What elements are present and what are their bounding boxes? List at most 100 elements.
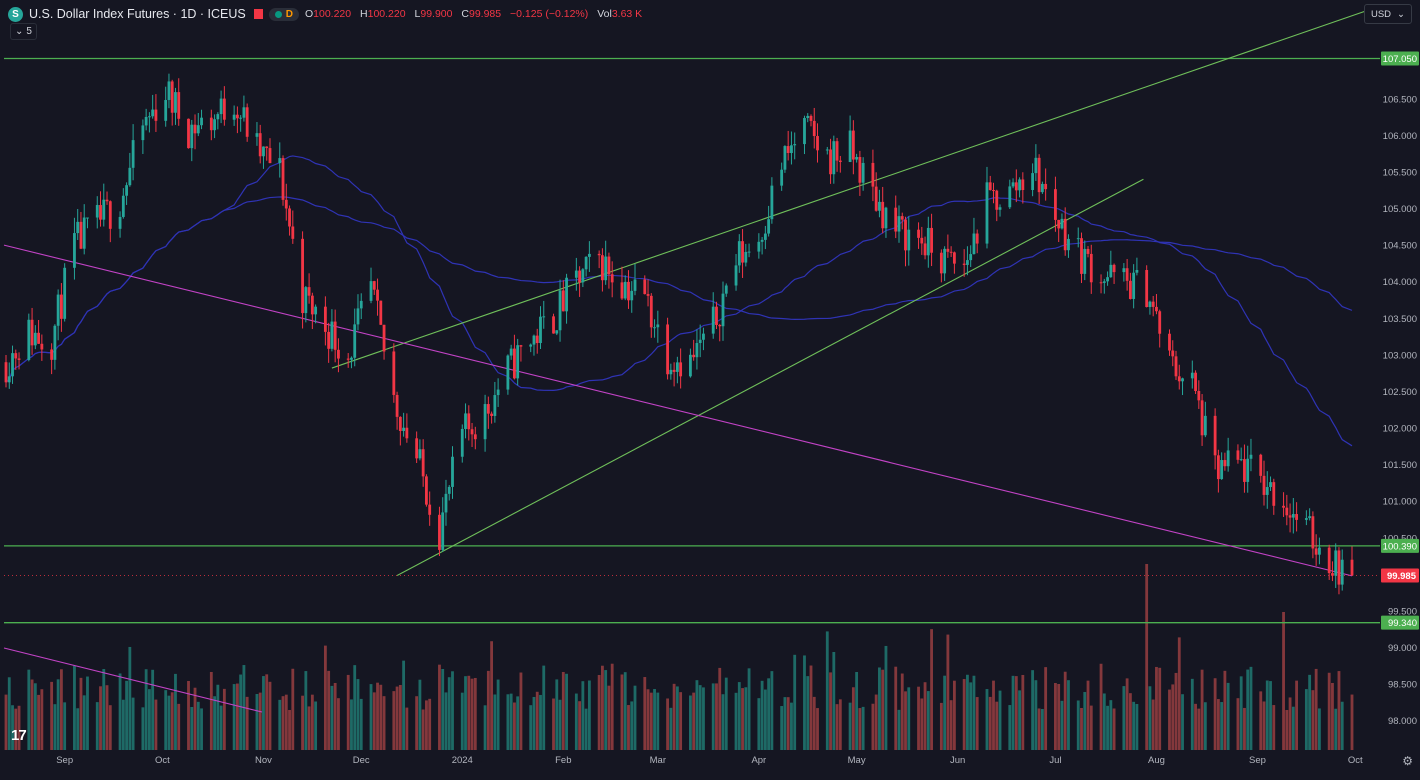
volume-bar	[1197, 708, 1201, 750]
indicators-toggle[interactable]: ⌄ 5	[10, 23, 37, 40]
candle-body	[574, 270, 578, 278]
volume-bar	[125, 680, 128, 750]
price-tick-label: 103.000	[1383, 350, 1417, 361]
candle-body	[816, 136, 819, 151]
candle-body	[897, 216, 901, 232]
candle-body	[196, 125, 200, 134]
candle-body	[1112, 264, 1116, 273]
volume-bar	[900, 673, 904, 750]
candle-body	[825, 149, 829, 151]
volume-bar	[653, 689, 656, 750]
symbol-icon[interactable]: S	[8, 6, 23, 22]
volume-bar	[542, 665, 546, 750]
volume-bar	[359, 698, 363, 750]
volume-bar	[529, 705, 533, 750]
candle-body	[7, 376, 11, 383]
candle-body	[167, 81, 171, 100]
time-tick-label: Apr	[751, 755, 766, 766]
volume-bar	[1034, 680, 1038, 750]
volume-bar	[803, 655, 806, 750]
volume-bar	[379, 684, 383, 750]
volume-bar	[278, 699, 282, 750]
volume-bar	[1239, 676, 1243, 750]
candle-body	[438, 514, 441, 550]
volume-bar	[307, 706, 311, 750]
volume-bar	[532, 696, 536, 750]
volume-trendline	[3, 647, 263, 713]
volume-bar	[63, 702, 67, 750]
candle-body	[669, 369, 673, 375]
volume-bar	[1314, 668, 1318, 750]
drawings[interactable]	[3, 0, 1398, 713]
candle-body	[688, 354, 692, 377]
market-status[interactable]: D	[268, 7, 299, 21]
volume-bar	[1291, 706, 1295, 750]
moving-averages	[5, 155, 1353, 447]
volume-bar	[688, 695, 692, 750]
volume-bar	[721, 694, 725, 750]
time-axis-background	[0, 750, 1380, 775]
volume-bar	[897, 709, 901, 750]
candle-body	[307, 287, 311, 296]
volume-bar	[917, 686, 920, 750]
candle-body	[633, 279, 637, 291]
volume-bar	[376, 682, 379, 750]
candle-body	[372, 281, 376, 290]
volume-bar	[1112, 708, 1116, 750]
candle-body	[1083, 248, 1087, 274]
candle-body	[310, 295, 314, 315]
symbol-title[interactable]: U.S. Dollar Index Futures · 1D · ICEUS	[29, 7, 246, 21]
last-price-label: 99.985	[1387, 571, 1417, 582]
candle-body	[353, 324, 357, 358]
volume-bar	[337, 698, 340, 750]
candle-body	[1295, 514, 1299, 520]
volume-bar	[177, 703, 181, 750]
candle-body	[832, 141, 836, 175]
candle-body	[33, 332, 37, 346]
candle-body	[812, 120, 816, 137]
volume-bar	[884, 645, 888, 750]
flag-icon[interactable]	[253, 9, 263, 19]
tradingview-logo-icon[interactable]: 17	[11, 727, 27, 744]
candle-body	[894, 207, 898, 232]
volume-bar	[1128, 693, 1132, 750]
currency-selector[interactable]: USD ⌄	[1363, 4, 1412, 24]
volume-bar	[1122, 686, 1126, 750]
candle-body	[975, 233, 979, 244]
time-tick-label: 2024	[452, 755, 473, 766]
time-tick-label: Oct	[155, 755, 170, 766]
volume-bar	[53, 704, 57, 750]
volume-bar	[509, 693, 513, 750]
volume-bar	[196, 701, 200, 750]
volume-bar	[581, 681, 585, 750]
volume-bar	[851, 687, 855, 750]
volume-bar	[1018, 690, 1021, 750]
candle-body	[757, 241, 761, 252]
candle-body	[1125, 268, 1129, 281]
volume-bar	[1200, 669, 1204, 750]
candle-body	[630, 290, 634, 301]
candle-body	[288, 208, 291, 227]
candle-body	[108, 201, 112, 229]
volume-bar	[1236, 698, 1240, 750]
price-tick-label: 103.500	[1383, 314, 1417, 325]
volume-bar	[695, 680, 699, 750]
candle-body	[1259, 454, 1263, 476]
candle-body	[884, 207, 888, 229]
volume-bar	[473, 677, 477, 750]
volume-bar	[1226, 682, 1230, 750]
candle-body	[164, 99, 168, 121]
volume-bar	[610, 663, 614, 750]
volume-bar	[734, 692, 738, 750]
candle-body	[467, 413, 471, 430]
volume-bar	[216, 684, 220, 750]
settings-gear-icon[interactable]: ⚙	[1402, 754, 1413, 768]
volume-bar	[809, 665, 813, 750]
price-tick-label: 102.000	[1383, 424, 1417, 435]
volume-bar	[871, 703, 875, 750]
volume-bar	[301, 695, 304, 750]
volume-bar	[187, 680, 190, 750]
candle-body	[40, 343, 44, 350]
